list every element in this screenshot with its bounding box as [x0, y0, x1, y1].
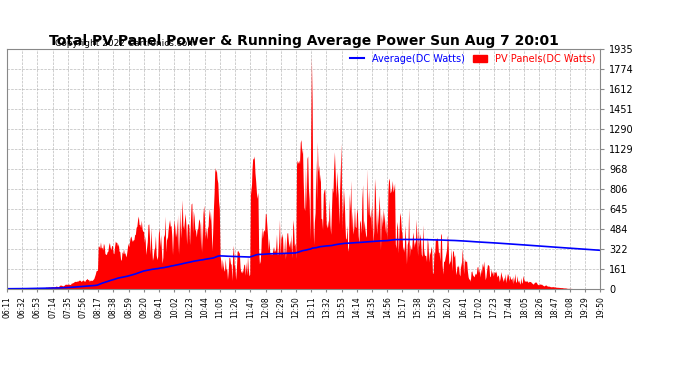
Text: Copyright 2022 Cartronics.com: Copyright 2022 Cartronics.com [55, 39, 196, 48]
Title: Total PV Panel Power & Running Average Power Sun Aug 7 20:01: Total PV Panel Power & Running Average P… [49, 34, 558, 48]
Legend: Average(DC Watts), PV Panels(DC Watts): Average(DC Watts), PV Panels(DC Watts) [350, 54, 595, 64]
